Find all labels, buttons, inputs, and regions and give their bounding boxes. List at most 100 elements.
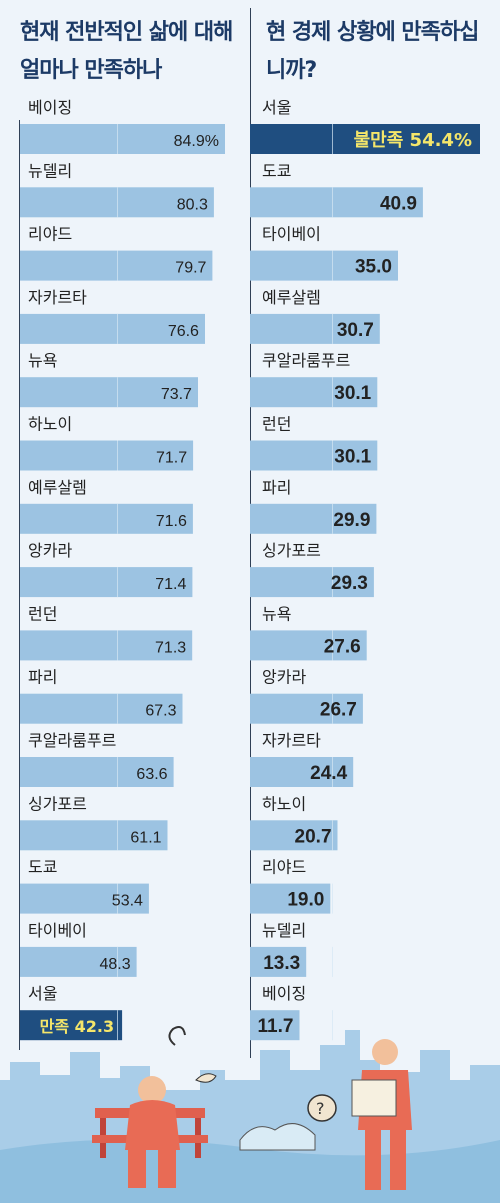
category-label: 타이베이 xyxy=(262,225,321,244)
value-label: 35.0 xyxy=(355,257,392,278)
category-label: 예루살렘 xyxy=(28,478,87,497)
bar xyxy=(20,313,205,344)
bar-tick xyxy=(117,313,118,344)
category-label: 쿠알라룸푸르 xyxy=(28,731,116,750)
bar-tick xyxy=(332,757,333,787)
skyline-illustration: ? xyxy=(0,1026,500,1203)
category-label: 쿠알라룸푸르 xyxy=(262,351,350,370)
bar-tick xyxy=(117,693,118,724)
bar-tick xyxy=(117,503,118,534)
bar-tick xyxy=(117,440,118,471)
right-chart-title: 현 경제 상황에 만족하십니까? xyxy=(266,20,479,83)
category-label: 런던 xyxy=(28,604,57,623)
bar xyxy=(20,187,214,218)
value-label: 73.7 xyxy=(161,386,192,403)
bar-tick xyxy=(332,377,333,408)
bar xyxy=(20,567,193,598)
bar xyxy=(250,820,338,851)
bar-tick xyxy=(117,1010,118,1041)
category-label: 런던 xyxy=(262,415,291,434)
bar xyxy=(250,503,377,534)
category-label: 타이베이 xyxy=(28,921,87,940)
bar xyxy=(20,503,193,534)
bar xyxy=(20,440,194,471)
bar xyxy=(250,567,374,598)
category-label: 서울 xyxy=(28,984,57,1003)
value-label: 29.3 xyxy=(331,573,368,594)
bar-tick xyxy=(332,1010,333,1041)
value-label: 71.7 xyxy=(156,450,187,467)
bar-tick xyxy=(117,187,118,218)
value-label: 20.7 xyxy=(295,826,332,847)
left-chart-title: 현재 전반적인 삶에 대해 얼마나 만족하나 xyxy=(20,20,233,83)
highlight-bar xyxy=(250,124,480,154)
bar xyxy=(20,250,213,281)
category-label: 서울 xyxy=(262,98,291,117)
highlight-value-label: 만족 42.3 xyxy=(40,1017,115,1036)
bar-tick xyxy=(332,946,333,977)
value-label: 48.3 xyxy=(99,956,130,973)
bar-tick xyxy=(117,567,118,598)
standing-person-illustration: ? xyxy=(239,1039,412,1190)
category-label: 앙카라 xyxy=(28,541,72,560)
category-label: 앙카라 xyxy=(262,668,306,687)
bar-tick xyxy=(332,630,333,661)
bar-tick xyxy=(332,567,333,598)
category-label: 베이징 xyxy=(28,98,72,117)
value-label: 40.9 xyxy=(380,193,417,214)
bar xyxy=(250,187,423,218)
category-label: 리야드 xyxy=(262,858,306,877)
bar-tick xyxy=(332,313,333,344)
bar xyxy=(250,946,307,977)
value-label: 13.3 xyxy=(263,953,300,974)
bar-tick xyxy=(117,820,118,851)
bar-tick xyxy=(117,946,118,977)
value-label: 26.7 xyxy=(320,700,357,721)
value-label: 29.9 xyxy=(333,510,370,531)
value-label: 79.7 xyxy=(175,260,206,277)
bar-tick xyxy=(117,377,118,408)
value-label: 76.6 xyxy=(168,323,199,340)
bar-tick xyxy=(117,757,118,787)
category-label: 리야드 xyxy=(28,225,72,244)
category-label: 뉴델리 xyxy=(262,921,306,940)
category-label: 싱가포르 xyxy=(28,794,87,813)
value-label: 30.1 xyxy=(334,383,371,404)
value-label: 67.3 xyxy=(145,703,176,720)
value-label: 30.7 xyxy=(337,320,374,341)
category-label: 예루살렘 xyxy=(262,288,321,307)
bar-tick xyxy=(332,693,333,724)
value-label: 71.6 xyxy=(156,513,187,530)
value-label: 11.7 xyxy=(258,1016,294,1037)
value-label: 71.3 xyxy=(155,639,186,656)
value-label: 53.4 xyxy=(112,893,143,910)
category-label: 베이징 xyxy=(262,984,306,1003)
category-label: 하노이 xyxy=(262,794,306,813)
category-label: 자카르타 xyxy=(28,288,87,307)
bar-tick xyxy=(117,250,118,281)
bar xyxy=(250,693,363,724)
bar xyxy=(20,630,193,661)
category-label: 뉴델리 xyxy=(28,161,72,180)
bar xyxy=(20,757,174,787)
bar xyxy=(250,883,331,914)
value-label: 71.4 xyxy=(155,576,186,593)
category-label: 자카르타 xyxy=(262,731,321,750)
bar-tick xyxy=(117,124,118,154)
bar xyxy=(20,377,198,408)
value-label: 63.6 xyxy=(136,766,167,783)
bar xyxy=(250,630,367,661)
category-label: 뉴욕 xyxy=(28,351,57,370)
category-label: 뉴욕 xyxy=(262,604,291,623)
bar-tick xyxy=(332,503,333,534)
bar xyxy=(250,313,380,344)
bar-tick xyxy=(117,630,118,661)
value-label: 80.3 xyxy=(177,196,208,213)
value-label: 30.1 xyxy=(334,447,371,468)
bar xyxy=(20,693,183,724)
category-label: 파리 xyxy=(262,478,291,497)
bar-tick xyxy=(332,883,333,914)
category-label: 도쿄 xyxy=(28,858,57,877)
left-life-satisfaction-chart: 베이징 84.9% 뉴델리 80.3 리야드 79.7 자카르타 76.6 뉴욕 73.7 하노이 7… xyxy=(20,98,225,1041)
